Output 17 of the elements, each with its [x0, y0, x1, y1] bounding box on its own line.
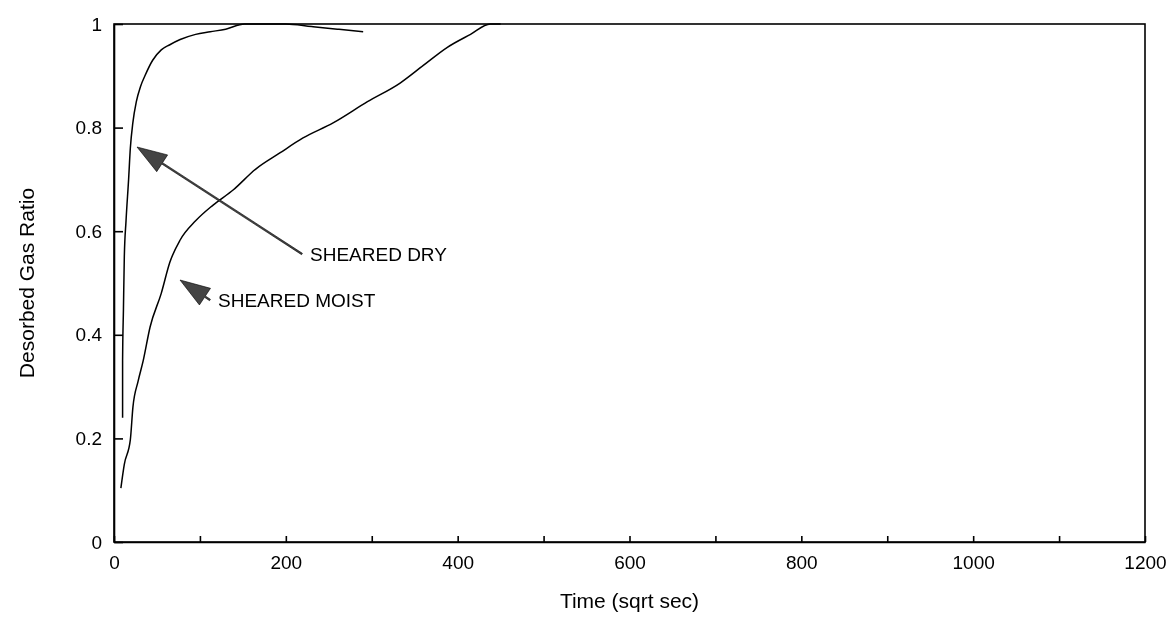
y-tick-label: 0.8: [75, 117, 102, 139]
x-tick-label: 200: [270, 552, 303, 574]
y-axis-title: Desorbed Gas Ratio: [15, 187, 38, 379]
y-tick-label: 0.4: [75, 324, 103, 346]
y-tick-label: 0: [91, 531, 102, 553]
y-tick-label: 0.2: [75, 427, 102, 449]
annotation: SHEARED DRY: [310, 244, 448, 265]
x-tick-label: 1200: [1124, 552, 1167, 574]
x-tick-label: 400: [442, 552, 475, 574]
x-tick-label: 1000: [952, 552, 995, 574]
annotation: SHEARED MOIST: [218, 290, 376, 311]
x-axis-title: Time (sqrt sec): [559, 589, 700, 612]
y-tick-label: 0.6: [75, 220, 102, 242]
x-tick-label: 600: [614, 552, 646, 574]
y-tick-label: 1: [91, 13, 102, 35]
x-tick-label: 0: [109, 552, 120, 574]
x-tick-label: 800: [785, 552, 818, 574]
